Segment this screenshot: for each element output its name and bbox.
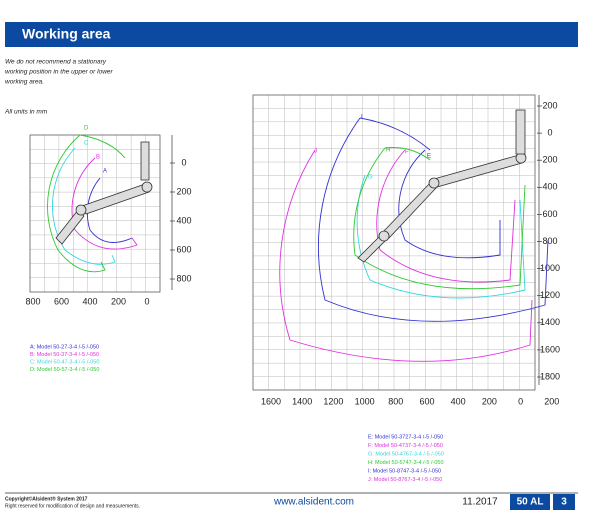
curve-label: C (84, 141, 89, 147)
x-tick-label: 1600 (261, 396, 281, 406)
copyright: Copyright©Alsident® System 2017 (5, 495, 88, 502)
curve-g (356, 174, 526, 299)
legend-entry: C: Model 50-47-3-4 /-5 /-050 (30, 359, 99, 365)
curve-label: B (96, 155, 100, 161)
x-tick-label: 200 (482, 396, 497, 406)
x-tick-label: 200 (111, 296, 126, 306)
title: Working area (22, 26, 111, 42)
x-tick-label: 600 (54, 296, 69, 306)
legend-entry: J: Model 50-8767-3-4 /-5 /-050 (368, 477, 442, 483)
units-note: All units in mm (4, 109, 48, 116)
legend-entry: F: Model 50-4737-3-4 /-5 /-050 (368, 443, 443, 449)
intro-line: working area. (5, 79, 44, 86)
website[interactable]: www.alsident.com (273, 497, 354, 508)
curve-label: D (84, 126, 89, 132)
left-curves (47, 134, 153, 273)
joint (428, 177, 440, 189)
x-tick-label: 1400 (292, 396, 312, 406)
curve-label: J (314, 149, 317, 155)
page-number: 3 (561, 497, 567, 508)
y-tick-label: 800 (176, 273, 191, 283)
rights: Right reserved for modification of desig… (5, 503, 140, 509)
curve-i (318, 117, 549, 322)
x-tick-label: 1000 (355, 396, 375, 406)
date: 11.2017 (462, 497, 498, 508)
curve-label: E (427, 154, 431, 160)
y-tick-label: 1800 (540, 371, 560, 381)
y-tick-label: 1600 (540, 344, 560, 354)
legend-entry: H: Model 50-5747-3-4 /-5 /-050 (368, 460, 444, 466)
curve-f (376, 149, 516, 283)
post (515, 109, 526, 155)
curve-label: F (405, 150, 409, 156)
left-grid: 800 600 400 200 0 0 200 400 600 800 A B C D A: Model 5… (25, 126, 191, 373)
curve-j (279, 149, 533, 362)
x-tick-label: 0 (144, 296, 149, 306)
legend-entry: I: Model 50-8747-3-4 /-5 /-050 (368, 468, 441, 474)
x-tick-label: 1200 (323, 396, 343, 406)
y-tick-label: 1400 (540, 317, 560, 327)
curve-label: H (386, 148, 390, 154)
y-tick-label: 0 (181, 157, 186, 167)
page-box (553, 494, 575, 510)
legend-entry: A: Model 50-27-3-4 /-5 /-050 (30, 344, 99, 350)
intro-line: We do not recommend a stationary (5, 59, 107, 66)
x-tick-label: 0 (518, 396, 523, 406)
intro-line: working position in the upper or lower (5, 69, 114, 76)
curve-label: A (103, 169, 107, 175)
y-tick-label: 200 (542, 100, 557, 110)
product-box (510, 494, 550, 510)
joint (75, 204, 87, 216)
x-tick-label: 600 (419, 396, 434, 406)
y-tick-label: 600 (176, 244, 191, 254)
y-tick-label: 0 (547, 127, 552, 137)
y-tick-label: 800 (542, 236, 557, 246)
curve-d (47, 134, 126, 273)
curve-b (71, 157, 138, 250)
grid-frame (252, 94, 536, 391)
product: 50 AL (517, 497, 544, 508)
y-tick-label: 200 (542, 155, 557, 165)
x-tick-label: 400 (451, 396, 466, 406)
curve-a (86, 177, 133, 243)
right-grid: 1600 1400 1200 1000 800 600 400 200 0 200 200 0 200 4… (252, 94, 560, 483)
curve-e (398, 149, 501, 259)
x-tick-label: 800 (25, 296, 40, 306)
post (140, 141, 150, 181)
curve-label: G (368, 175, 373, 181)
joint (378, 230, 390, 242)
x-tick-label: 800 (388, 396, 403, 406)
right-curves (279, 109, 549, 362)
y-tick-label: 400 (176, 215, 191, 225)
y-tick-label: 200 (176, 186, 191, 196)
curve-label: I (361, 115, 363, 121)
y-tick-label: 1000 (540, 263, 560, 273)
legend-entry: B: Model 50-37-3-4 /-5 /-050 (30, 352, 99, 358)
x-tick-label: 400 (82, 296, 97, 306)
y-tick-label: 400 (542, 182, 557, 192)
y-tick-label: 600 (542, 209, 557, 219)
joint (141, 181, 153, 193)
x-tick-label: 200 (544, 396, 559, 406)
y-tick-label: 1200 (540, 290, 560, 300)
arm (357, 154, 523, 263)
legend-entry: E: Model 50-3727-3-4 /-5 /-050 (368, 434, 443, 440)
header-bar (5, 22, 578, 47)
joint (515, 152, 527, 164)
legend-entry: D: Model 50-57-3-4 /-5 /-050 (30, 367, 99, 373)
legend-entry: G: Model 50-4767-3-4 /-5 /-050 (368, 451, 444, 457)
grid-frame (29, 134, 161, 293)
